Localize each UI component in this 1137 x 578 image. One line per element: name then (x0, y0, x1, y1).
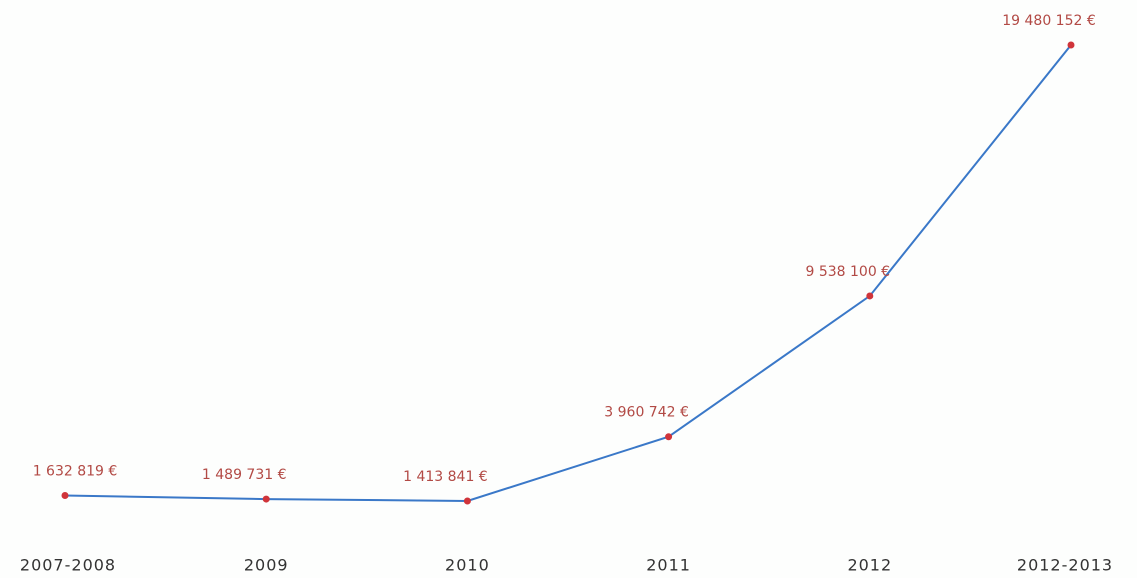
data-label: 1 632 819 € (33, 463, 118, 479)
data-label: 3 960 742 € (604, 405, 689, 421)
x-tick-label: 2012 (847, 556, 892, 575)
data-label: 9 538 100 € (805, 264, 890, 280)
x-tick-label: 2010 (445, 556, 490, 575)
data-label: 1 489 731 € (202, 467, 287, 483)
marker (463, 497, 471, 505)
data-label: 19 480 152 € (1002, 13, 1096, 29)
x-tick-label: 2009 (244, 556, 289, 575)
x-tick-label: 2007-2008 (20, 556, 116, 575)
data-label: 1 413 841 € (403, 469, 488, 485)
x-tick-label: 2011 (646, 556, 691, 575)
marker (262, 495, 270, 503)
x-tick-label: 2012-2013 (1017, 556, 1113, 575)
marker (866, 292, 874, 300)
line (64, 44, 1072, 503)
marker (665, 433, 673, 441)
marker (1067, 41, 1075, 49)
marker (61, 491, 69, 499)
